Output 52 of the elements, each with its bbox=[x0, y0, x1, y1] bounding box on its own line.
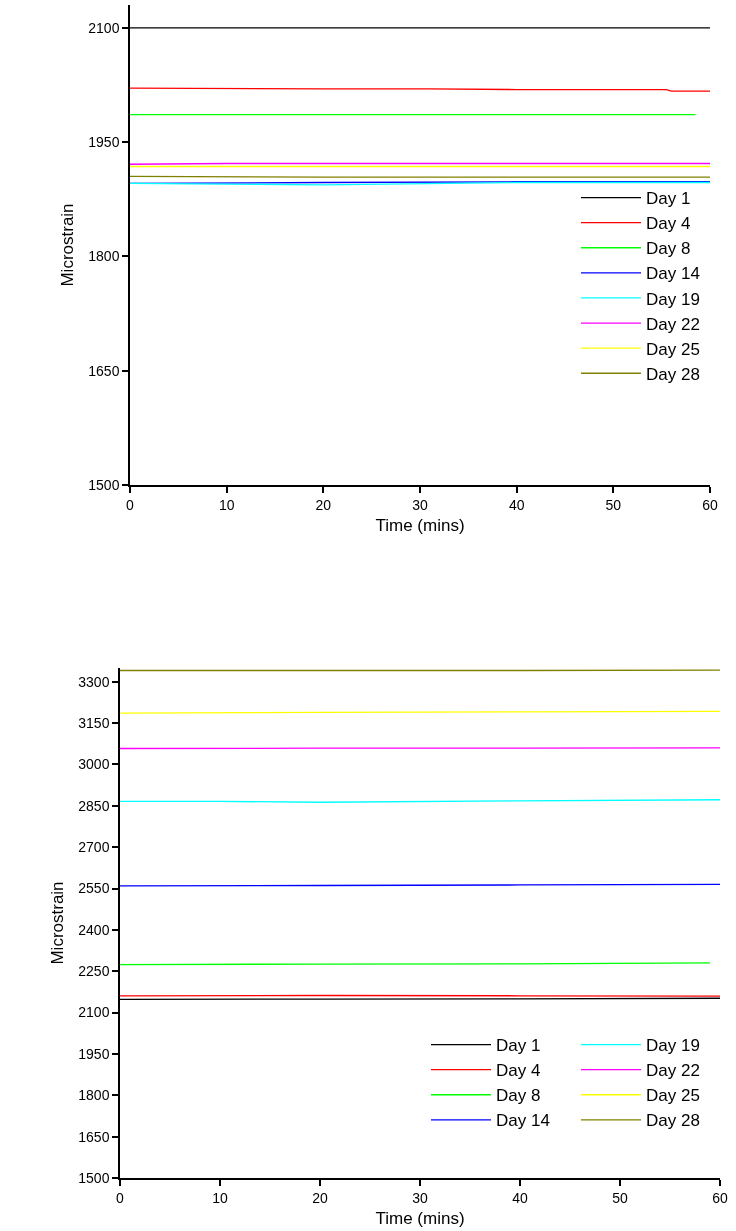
x-tick-label: 20 bbox=[315, 496, 332, 513]
y-tick-label: 1950 bbox=[88, 134, 120, 151]
legend-label: Day 25 bbox=[646, 1086, 700, 1106]
legend-label: Day 22 bbox=[646, 1061, 700, 1081]
y-tick-label: 2550 bbox=[78, 880, 110, 897]
y-tick-label: 3150 bbox=[78, 715, 110, 732]
legend-label: Day 4 bbox=[496, 1061, 541, 1081]
x-tick-label: 50 bbox=[612, 1189, 628, 1206]
x-tick-label: 40 bbox=[508, 496, 525, 513]
y-tick-label: 1950 bbox=[78, 1045, 110, 1062]
y-axis-title: Microstrain bbox=[58, 203, 78, 287]
y-tick-label: 1650 bbox=[88, 362, 120, 379]
legend-label: Day 1 bbox=[496, 1036, 541, 1056]
x-tick-label: 50 bbox=[605, 496, 622, 513]
y-tick-label: 3000 bbox=[78, 756, 110, 773]
x-tick-label: 10 bbox=[218, 496, 235, 513]
x-tick-label: 40 bbox=[512, 1189, 528, 1206]
x-tick-label: 0 bbox=[116, 1189, 125, 1206]
x-tick-label: 0 bbox=[126, 496, 135, 513]
y-tick-label: 1800 bbox=[88, 248, 120, 265]
x-tick-label: 60 bbox=[702, 496, 718, 513]
y-tick-label: 2700 bbox=[78, 839, 110, 856]
legend-label: Day 19 bbox=[646, 1036, 700, 1056]
x-tick-label: 20 bbox=[312, 1189, 328, 1206]
y-tick-label: 3300 bbox=[78, 673, 110, 690]
x-tick-label: 60 bbox=[712, 1189, 728, 1206]
legend-label: Day 14 bbox=[646, 264, 700, 284]
y-tick-label: 2250 bbox=[78, 963, 110, 980]
legend-label: Day 19 bbox=[646, 289, 700, 309]
x-axis-title: Time (mins) bbox=[375, 516, 465, 536]
x-tick-label: 30 bbox=[412, 496, 428, 513]
legend-label: Day 8 bbox=[646, 239, 691, 259]
y-tick-label: 2850 bbox=[78, 797, 110, 814]
y-tick-label: 1650 bbox=[78, 1128, 110, 1145]
y-tick-label: 2100 bbox=[88, 19, 120, 36]
legend-label: Day 4 bbox=[646, 214, 691, 234]
x-tick-label: 30 bbox=[412, 1189, 428, 1206]
y-tick-label: 1500 bbox=[78, 1169, 110, 1186]
legend-label: Day 28 bbox=[646, 364, 700, 384]
y-tick-label: 2400 bbox=[78, 921, 110, 938]
y-axis-title: Microstrain bbox=[48, 881, 68, 965]
legend-label: Day 14 bbox=[496, 1111, 550, 1131]
legend-label: Day 8 bbox=[496, 1086, 541, 1106]
legend-label: Day 1 bbox=[646, 189, 691, 209]
y-tick-label: 1800 bbox=[78, 1087, 110, 1104]
legend-label: Day 25 bbox=[646, 339, 700, 359]
x-axis-title: Time (mins) bbox=[375, 1209, 465, 1229]
y-tick-label: 2100 bbox=[78, 1004, 110, 1021]
legend-label: Day 22 bbox=[646, 314, 700, 334]
y-tick-label: 1500 bbox=[88, 476, 120, 493]
x-tick-label: 10 bbox=[212, 1189, 228, 1206]
legend-label: Day 28 bbox=[646, 1111, 700, 1131]
